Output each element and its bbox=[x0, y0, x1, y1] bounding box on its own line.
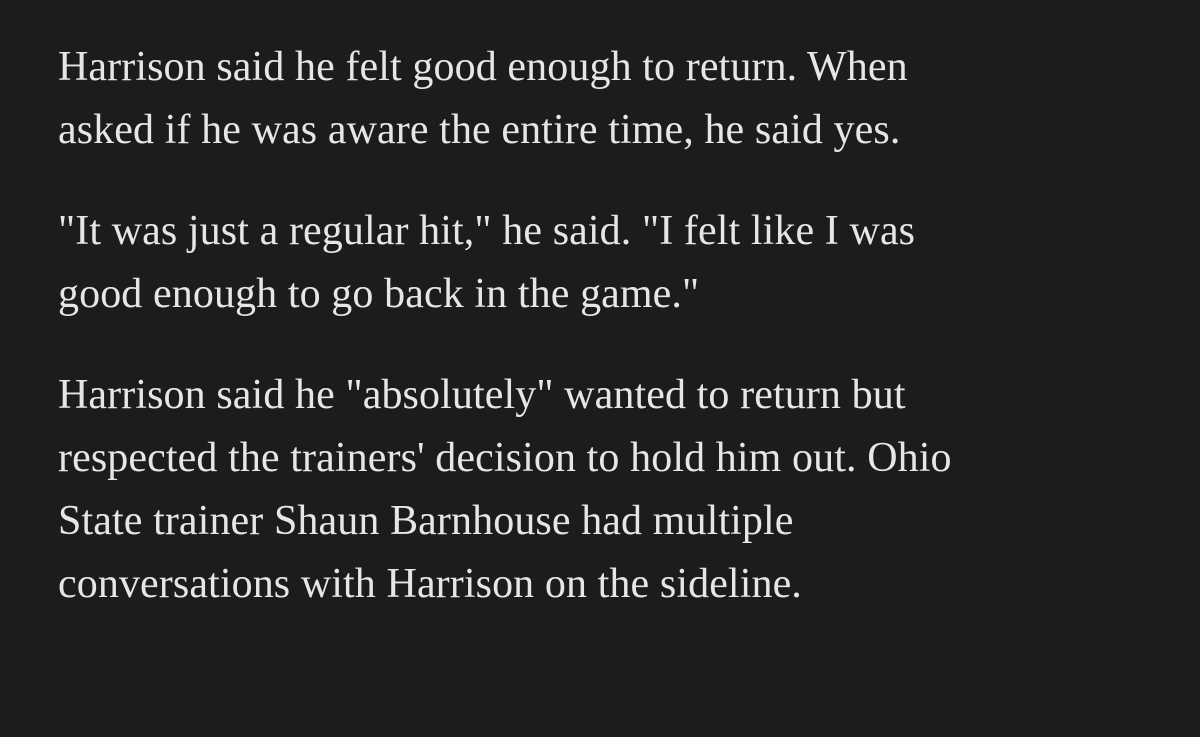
paragraph-line: respected the trainers' decision to hold… bbox=[58, 435, 952, 481]
paragraph-line: asked if he was aware the entire time, h… bbox=[58, 107, 901, 153]
paragraph-line: Harrison said he "absolutely" wanted to … bbox=[58, 372, 906, 418]
paragraph-line: Harrison said he felt good enough to ret… bbox=[58, 44, 908, 90]
paragraph-line: State trainer Shaun Barnhouse had multip… bbox=[58, 498, 794, 544]
paragraph-3: Harrison said he "absolutely" wanted to … bbox=[58, 364, 1160, 616]
paragraph-line: good enough to go back in the game." bbox=[58, 271, 700, 317]
paragraph-2-quote: "It was just a regular hit," he said. "I… bbox=[58, 200, 1160, 326]
paragraph-1: Harrison said he felt good enough to ret… bbox=[58, 36, 1160, 162]
paragraph-line: "It was just a regular hit," he said. "I… bbox=[58, 208, 916, 254]
paragraph-line: conversations with Harrison on the sidel… bbox=[58, 561, 802, 607]
